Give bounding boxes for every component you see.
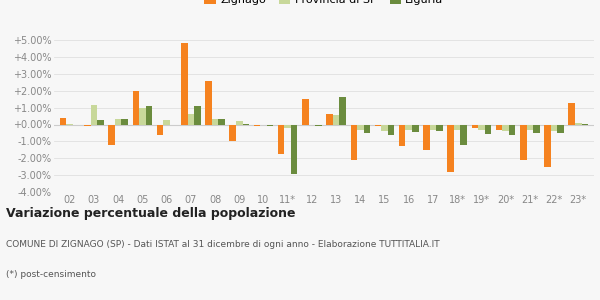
Bar bbox=[423, 124, 430, 150]
Bar bbox=[326, 114, 333, 124]
Bar bbox=[412, 124, 419, 132]
Bar bbox=[194, 106, 200, 124]
Bar bbox=[60, 118, 67, 124]
Bar bbox=[97, 120, 104, 124]
Bar bbox=[188, 114, 194, 124]
Bar bbox=[291, 124, 298, 174]
Bar bbox=[260, 124, 267, 125]
Bar bbox=[448, 124, 454, 172]
Bar bbox=[551, 124, 557, 131]
Bar bbox=[284, 124, 291, 128]
Bar bbox=[121, 119, 128, 124]
Bar bbox=[91, 105, 97, 124]
Text: (*) post-censimento: (*) post-censimento bbox=[6, 270, 96, 279]
Bar bbox=[218, 119, 225, 124]
Bar bbox=[315, 124, 322, 126]
Bar bbox=[485, 124, 491, 134]
Bar bbox=[454, 124, 460, 130]
Bar bbox=[170, 124, 176, 125]
Bar bbox=[399, 124, 406, 146]
Bar bbox=[254, 124, 260, 126]
Text: COMUNE DI ZIGNAGO (SP) - Dati ISTAT al 31 dicembre di ogni anno - Elaborazione T: COMUNE DI ZIGNAGO (SP) - Dati ISTAT al 3… bbox=[6, 240, 440, 249]
Bar bbox=[509, 124, 515, 135]
Bar bbox=[472, 124, 478, 128]
Bar bbox=[527, 124, 533, 130]
Bar bbox=[381, 124, 388, 131]
Bar bbox=[163, 120, 170, 124]
Bar bbox=[229, 124, 236, 141]
Bar bbox=[278, 124, 284, 154]
Bar bbox=[575, 123, 581, 124]
Bar bbox=[340, 97, 346, 124]
Bar bbox=[502, 124, 509, 131]
Bar bbox=[146, 106, 152, 124]
Bar bbox=[496, 124, 502, 130]
Bar bbox=[557, 124, 564, 133]
Bar bbox=[109, 124, 115, 145]
Bar bbox=[375, 124, 381, 126]
Bar bbox=[364, 124, 370, 133]
Bar bbox=[133, 91, 139, 124]
Bar bbox=[236, 121, 242, 124]
Text: Variazione percentuale della popolazione: Variazione percentuale della popolazione bbox=[6, 207, 296, 220]
Bar bbox=[388, 124, 394, 135]
Bar bbox=[139, 109, 146, 124]
Bar bbox=[406, 124, 412, 130]
Bar bbox=[84, 124, 91, 126]
Bar bbox=[205, 81, 212, 124]
Bar bbox=[181, 43, 188, 124]
Bar bbox=[520, 124, 527, 160]
Bar bbox=[308, 124, 315, 125]
Bar bbox=[430, 124, 436, 130]
Bar bbox=[436, 124, 443, 131]
Bar bbox=[357, 124, 364, 130]
Bar bbox=[350, 124, 357, 160]
Bar bbox=[533, 124, 539, 133]
Bar bbox=[157, 124, 163, 135]
Bar bbox=[73, 124, 80, 125]
Bar bbox=[478, 124, 485, 130]
Legend: Zignago, Provincia di SP, Liguria: Zignago, Provincia di SP, Liguria bbox=[200, 0, 448, 10]
Bar bbox=[302, 99, 308, 124]
Bar bbox=[568, 103, 575, 124]
Bar bbox=[333, 115, 340, 124]
Bar bbox=[267, 124, 273, 126]
Bar bbox=[460, 124, 467, 145]
Bar bbox=[544, 124, 551, 167]
Bar bbox=[115, 118, 121, 124]
Bar bbox=[212, 118, 218, 124]
